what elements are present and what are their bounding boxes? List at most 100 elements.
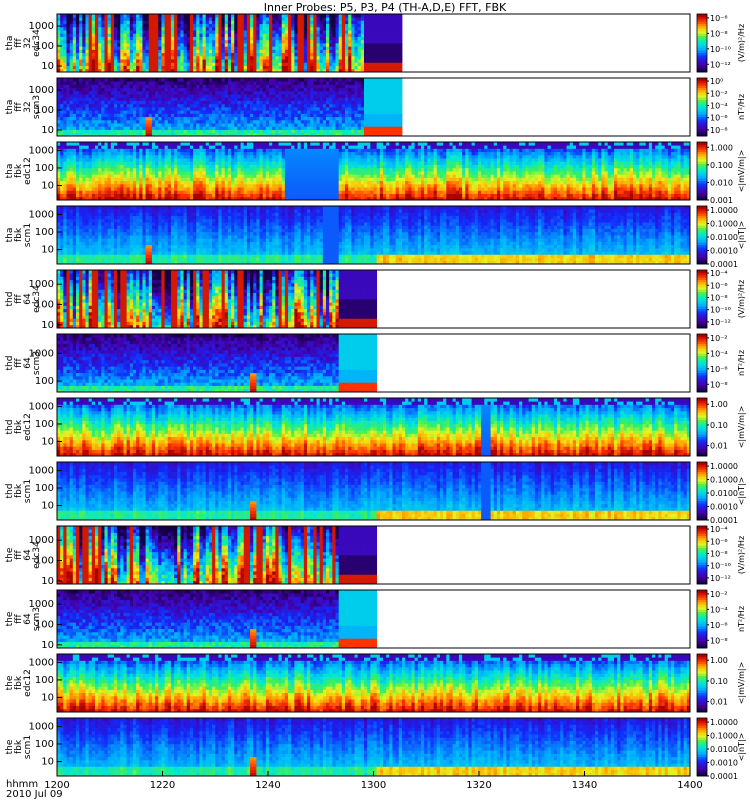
spectrogram-cell [152,53,156,57]
spectrogram-cell [133,17,137,21]
spectrogram-cell [133,20,137,24]
spectrogram-cell [139,20,143,24]
spectrogram-cell [253,59,257,63]
spectrogram-cell [139,56,143,60]
spectrogram-cell [212,33,216,37]
spectrogram-cell [127,53,131,57]
spectrogram-cell [187,46,191,50]
spectrogram-cell [155,24,159,28]
spectrogram-cell [89,53,93,57]
spectrogram-cell [82,49,86,53]
spectrogram-cell [199,37,203,41]
spectrogram-cell [111,40,115,44]
spectrogram-cell [180,20,184,24]
spectrogram-cell [60,62,64,66]
spectrogram-cell [272,46,276,50]
spectrogram-cell [253,43,257,47]
spectrogram-cell [174,66,178,70]
spectrogram-cell [136,56,140,60]
spectrogram-cell [76,14,80,18]
spectrogram-cell [63,24,67,28]
spectrogram-cell [165,59,169,63]
spectrogram-cell [184,46,188,50]
spectrogram-cell [199,24,203,28]
spectrogram-cell [155,27,159,31]
spectrogram-cell [123,53,127,57]
spectrogram-cell [171,43,175,47]
spectrogram-cell [237,53,241,57]
spectrogram-cell [98,24,102,28]
spectrogram-cell [76,56,80,60]
spectrogram-cell [225,56,229,60]
spectrogram-cell [57,46,61,50]
spectrogram-cell [272,66,276,70]
spectrogram-cell [209,46,213,50]
spectrogram-cell [253,30,257,34]
spectrogram-cell [263,59,267,63]
spectrogram-cell [161,24,165,28]
spectrogram-cell [149,20,153,24]
spectrogram-cell [149,27,153,31]
spectrogram-cell [253,17,257,21]
spectrogram-cell [244,66,248,70]
spectrogram-cell [70,37,74,41]
spectrogram-cell [174,56,178,60]
spectrogram-cell [57,14,61,18]
spectrogram-cell [161,53,165,57]
spectrogram-cell [123,66,127,70]
spectrogram-cell [234,62,238,66]
spectrogram-cell [101,24,105,28]
spectrogram-cell [206,17,210,21]
spectrogram-cell [272,56,276,60]
spectrogram-cell [70,46,74,50]
spectrogram-cell [263,27,267,31]
spectrogram-cell [203,46,207,50]
spectrogram-cell [260,17,264,21]
spectrogram-cell [228,20,232,24]
spectrogram-cell [228,66,232,70]
spectrogram-cell [212,37,216,41]
spectrogram-cell [222,14,226,18]
spectrogram-cell [114,56,118,60]
spectrogram-cell [256,17,260,21]
spectrogram-cell [111,43,115,47]
spectrogram-cell [111,53,115,57]
spectrogram-cell [104,27,108,31]
spectrogram-cell [244,24,248,28]
spectrogram-cell [206,33,210,37]
spectrogram-cell [218,37,222,41]
spectrogram-cell [174,53,178,57]
spectrogram-cell [222,24,226,28]
spectrogram-cell [79,43,83,47]
spectrogram-cell [244,62,248,66]
spectrogram-cell [212,66,216,70]
spectrogram-cell [228,27,232,31]
spectrogram-cell [114,43,118,47]
spectrogram-cell [63,59,67,63]
spectrogram-cell [161,17,165,21]
spectrogram-cell [203,59,207,63]
spectrogram-cell [193,53,197,57]
spectrogram-cell [120,33,124,37]
spectrogram-cell [184,53,188,57]
spectrogram-cell [161,27,165,31]
spectrogram-cell [117,37,121,41]
spectrogram-cell [203,66,207,70]
spectrogram-cell [203,30,207,34]
spectrogram-cell [260,40,264,44]
spectrogram-cell [196,37,200,41]
spectrogram-cell [203,33,207,37]
spectrogram-cell [190,66,194,70]
spectrogram-cell [241,66,245,70]
spectrogram-cell [180,37,184,41]
spectrogram-cell [60,56,64,60]
spectrogram-cell [82,66,86,70]
spectrogram-cell [127,49,131,53]
spectrogram-cell [85,46,89,50]
spectrogram-cell [165,17,169,21]
spectrogram-cell [199,53,203,57]
spectrogram-cell [73,62,77,66]
spectrogram-cell [199,33,203,37]
spectrogram-cell [218,27,222,31]
spectrogram-cell [120,20,124,24]
